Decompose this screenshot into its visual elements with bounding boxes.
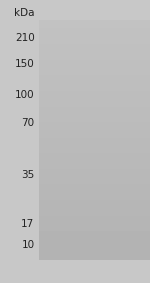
Bar	[48, 174, 75, 177]
Bar	[48, 93, 75, 97]
Bar	[80, 125, 146, 126]
Bar	[80, 131, 146, 132]
Bar	[80, 143, 146, 144]
Bar	[48, 62, 75, 65]
Bar	[80, 123, 146, 124]
Bar	[80, 130, 146, 131]
Text: 17: 17	[21, 218, 34, 229]
Bar	[80, 122, 146, 123]
Bar	[80, 131, 146, 132]
Bar	[80, 130, 146, 131]
Text: 10: 10	[21, 240, 34, 250]
Bar	[80, 121, 146, 122]
Bar	[80, 138, 146, 139]
Bar	[48, 122, 75, 125]
Bar	[80, 124, 146, 125]
Bar	[80, 126, 146, 127]
Bar	[80, 134, 146, 135]
Text: 100: 100	[15, 90, 34, 100]
Bar	[80, 118, 146, 119]
Bar	[80, 133, 146, 134]
Bar	[80, 139, 146, 140]
Bar	[80, 128, 146, 129]
Bar	[80, 128, 146, 129]
Bar	[80, 123, 146, 124]
Bar	[80, 119, 146, 120]
Text: 210: 210	[15, 33, 34, 43]
Text: kDa: kDa	[14, 8, 34, 18]
Bar	[39, 20, 150, 260]
Text: 35: 35	[21, 170, 34, 181]
Bar	[80, 120, 146, 121]
Bar	[80, 141, 146, 142]
Bar	[48, 37, 75, 40]
Bar	[80, 127, 146, 128]
Bar	[80, 125, 146, 126]
Bar	[80, 135, 146, 136]
Bar	[80, 119, 146, 120]
Bar	[80, 121, 146, 122]
Text: 150: 150	[15, 59, 34, 69]
Bar	[80, 124, 146, 125]
Bar	[80, 144, 146, 145]
Bar	[80, 129, 146, 130]
Text: 70: 70	[21, 118, 34, 128]
Bar	[48, 243, 75, 246]
Bar	[80, 120, 146, 121]
Bar	[80, 136, 146, 138]
Bar	[48, 222, 75, 225]
Bar	[80, 142, 146, 143]
Bar	[80, 132, 146, 133]
Bar	[80, 126, 146, 127]
Bar	[80, 140, 146, 141]
Bar	[80, 129, 146, 130]
Bar	[80, 118, 146, 119]
